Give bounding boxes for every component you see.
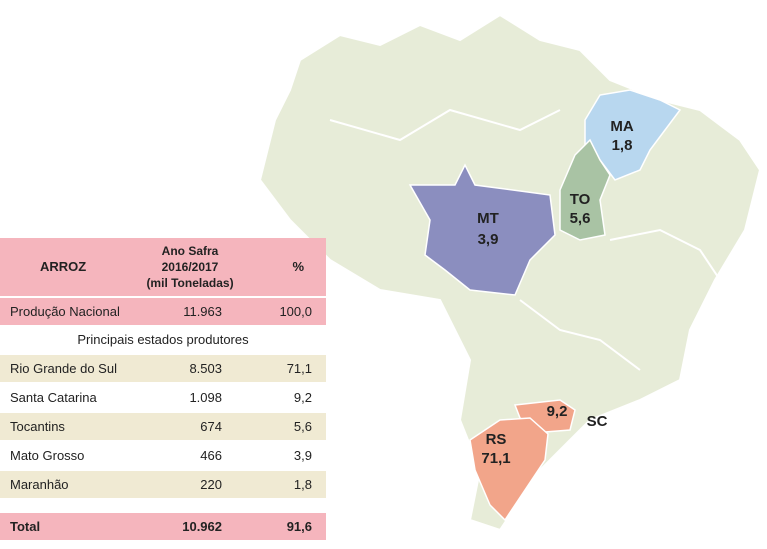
table-header: ARROZ Ano Safra 2016/2017 (mil Toneladas… <box>0 238 326 296</box>
table-row: Tocantins 674 5,6 <box>0 413 326 440</box>
national-row: Produção Nacional 11.963 100,0 <box>0 298 326 325</box>
header-cell: % <box>292 259 304 274</box>
cell: 71,1 <box>286 361 312 376</box>
cell: Produção Nacional <box>10 304 120 319</box>
header-line: 2016/2017 <box>161 260 219 274</box>
header-line: (mil Toneladas) <box>146 276 234 290</box>
header-cell: Ano Safra 2016/2017 (mil Toneladas) <box>140 243 240 291</box>
state-code: MT <box>477 210 499 227</box>
state-borders <box>519 299 641 371</box>
state-value: 3,9 <box>478 231 499 248</box>
header-cell: ARROZ <box>40 259 87 274</box>
cell: Rio Grande do Sul <box>10 361 117 376</box>
state-value: 71,1 <box>481 450 510 467</box>
state-borders <box>609 228 721 281</box>
cell: Mato Grosso <box>10 448 85 463</box>
cell: 220 <box>200 477 222 492</box>
cell: 8.503 <box>189 361 222 376</box>
table-row: Rio Grande do Sul 8.503 71,1 <box>0 355 326 382</box>
state-to <box>559 138 611 241</box>
cell: 100,0 <box>279 304 312 319</box>
state-code: RS <box>486 431 507 448</box>
table-row: Maranhão 220 1,8 <box>0 471 326 498</box>
cell: 5,6 <box>293 419 312 434</box>
cell: 1,8 <box>293 477 312 492</box>
cell: Total <box>10 519 41 534</box>
cell: Maranhão <box>10 477 69 492</box>
cell: Tocantins <box>10 419 65 434</box>
subheader: Principais estados produtores <box>0 326 326 353</box>
cell: 674 <box>200 419 222 434</box>
state-borders <box>329 108 561 142</box>
cell: 3,9 <box>293 448 312 463</box>
state-rs <box>469 417 549 522</box>
header-line: Ano Safra <box>161 244 219 258</box>
cell: Santa Catarina <box>10 390 97 405</box>
state-code: MA <box>610 118 633 135</box>
cell: 1.098 <box>189 390 222 405</box>
state-value: 9,2 <box>547 403 568 420</box>
cell: 91,6 <box>286 519 312 534</box>
table-row: Mato Grosso 466 3,9 <box>0 442 326 469</box>
state-code: TO <box>570 191 591 208</box>
cell: 9,2 <box>293 390 312 405</box>
state-code: SC <box>587 413 608 430</box>
cell: Principais estados produtores <box>77 332 249 347</box>
state-value: 1,8 <box>612 137 633 154</box>
table-row: Santa Catarina 1.098 9,2 <box>0 384 326 411</box>
cell: 11.963 <box>183 304 222 319</box>
total-row: Total 10.962 91,6 <box>0 513 326 540</box>
state-value: 5,6 <box>570 210 591 227</box>
cell: 466 <box>200 448 222 463</box>
state-mt <box>408 163 556 296</box>
cell: 10.962 <box>182 519 222 534</box>
